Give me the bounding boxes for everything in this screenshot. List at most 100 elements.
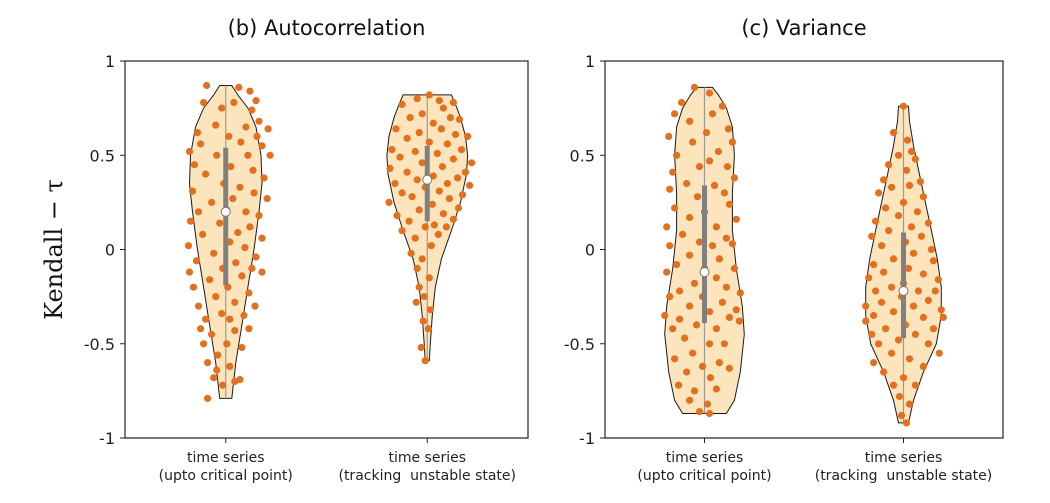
data-point — [862, 302, 870, 310]
data-point — [904, 264, 913, 272]
data-point — [434, 230, 442, 238]
data-point — [690, 279, 699, 287]
data-point — [445, 195, 453, 203]
data-point — [255, 117, 263, 125]
data-point — [258, 142, 266, 150]
data-point — [663, 223, 671, 231]
data-point — [872, 217, 880, 225]
data-point — [730, 174, 739, 182]
data-point — [218, 310, 226, 318]
data-point — [902, 166, 911, 174]
data-point — [885, 227, 893, 235]
y-tick-label: 0.5 — [570, 146, 595, 165]
data-point — [661, 311, 669, 320]
data-point — [393, 212, 401, 220]
data-point — [675, 381, 683, 389]
y-tick-label: 1 — [585, 52, 595, 71]
data-point — [929, 257, 938, 265]
data-point — [712, 385, 721, 393]
data-point — [208, 198, 216, 206]
data-point — [882, 204, 890, 212]
data-point — [903, 136, 912, 144]
data-point — [194, 208, 203, 216]
data-point — [937, 306, 945, 314]
data-point — [421, 357, 429, 365]
violin-median-marker — [898, 285, 909, 296]
data-point — [905, 355, 914, 363]
data-point — [421, 223, 429, 231]
data-point — [889, 381, 898, 389]
violin-1 — [184, 81, 274, 402]
data-point — [468, 159, 476, 167]
data-point — [413, 264, 421, 272]
data-point — [911, 155, 920, 163]
data-point — [665, 132, 673, 140]
data-point — [185, 147, 194, 156]
y-tick-label: -1 — [99, 429, 115, 448]
data-point — [865, 274, 873, 282]
data-point — [415, 283, 423, 291]
data-point — [411, 147, 419, 156]
data-point — [880, 368, 888, 376]
data-point — [193, 129, 202, 137]
data-point — [437, 125, 445, 133]
data-point — [875, 340, 883, 348]
data-point — [705, 340, 714, 348]
data-point — [927, 245, 936, 254]
data-point — [230, 98, 238, 107]
data-point — [895, 392, 904, 401]
data-point — [705, 409, 714, 418]
data-point — [466, 181, 474, 189]
data-point — [722, 283, 731, 291]
data-point — [388, 146, 396, 154]
data-point — [424, 325, 432, 333]
data-point — [686, 213, 694, 222]
violin-1 — [661, 83, 745, 418]
data-point — [443, 140, 451, 148]
data-point — [669, 325, 677, 333]
data-point — [889, 255, 898, 263]
data-point — [706, 374, 715, 382]
data-point — [686, 302, 694, 310]
data-point — [919, 270, 928, 278]
x-tick-label: time series — [666, 450, 744, 466]
data-point — [692, 321, 701, 329]
data-point — [438, 163, 446, 171]
data-point — [242, 208, 250, 216]
data-point — [219, 381, 227, 389]
data-point — [225, 132, 233, 140]
data-point — [919, 193, 928, 201]
data-point — [252, 97, 260, 105]
data-point — [718, 102, 727, 110]
data-point — [715, 255, 724, 263]
data-point — [231, 377, 239, 385]
data-point — [695, 408, 704, 416]
data-point — [725, 364, 734, 372]
data-point — [909, 302, 918, 310]
data-point — [878, 242, 886, 250]
data-point — [899, 374, 908, 382]
data-point — [240, 311, 248, 320]
data-point — [686, 396, 694, 404]
data-point — [260, 174, 268, 182]
data-point — [732, 215, 740, 223]
data-point — [413, 176, 421, 184]
data-point — [258, 268, 266, 276]
data-point — [197, 140, 205, 148]
data-point — [391, 179, 399, 188]
data-point — [720, 340, 729, 348]
data-point — [244, 151, 252, 159]
data-point — [671, 204, 679, 212]
data-point — [894, 151, 903, 159]
data-point — [392, 125, 400, 133]
data-point — [880, 268, 888, 276]
data-point — [246, 223, 254, 231]
data-point — [693, 193, 702, 201]
y-tick-label: -1 — [579, 429, 595, 448]
violin-2 — [862, 102, 947, 427]
data-point — [418, 159, 426, 167]
data-point — [913, 208, 922, 216]
data-point — [899, 198, 908, 206]
data-point — [241, 244, 249, 252]
